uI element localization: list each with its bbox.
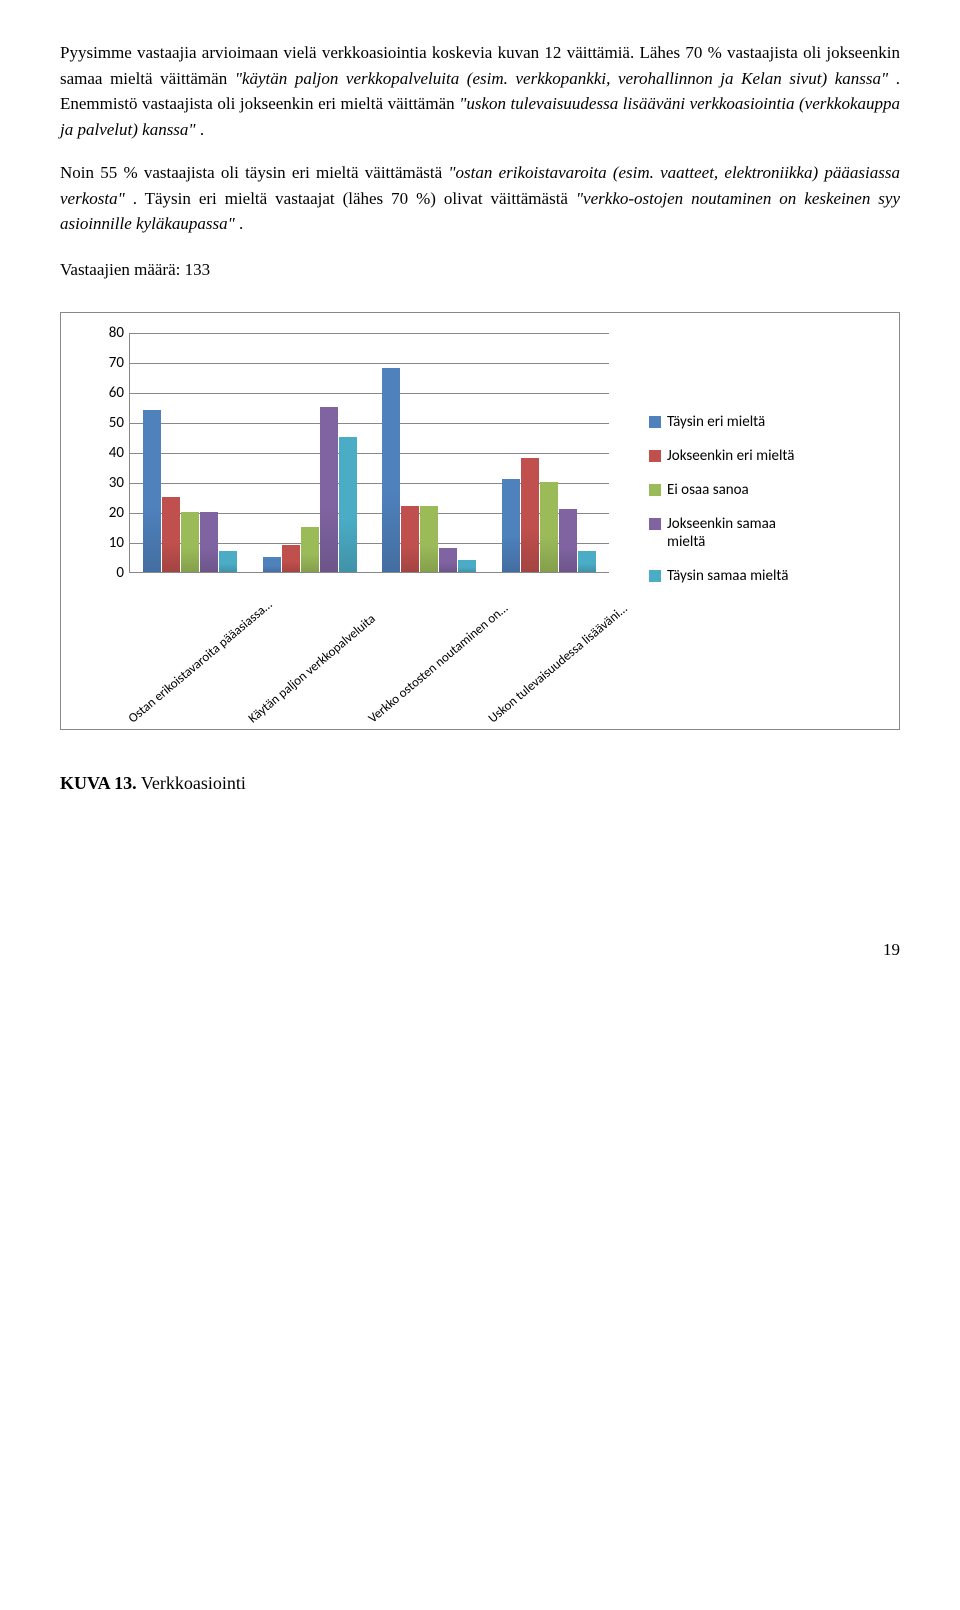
- p1-italic-1: "käytän paljon verkkopalveluita (esim. v…: [235, 69, 888, 88]
- chart-bar: [458, 560, 476, 572]
- legend-label: Täysin eri mieltä: [667, 413, 765, 431]
- legend-swatch: [649, 416, 661, 428]
- chart-bar: [162, 497, 180, 572]
- paragraph-1: Pyysimme vastaajia arvioimaan vielä verk…: [60, 40, 900, 142]
- paragraph-2: Noin 55 % vastaajista oli täysin eri mie…: [60, 160, 900, 237]
- chart-bar-group: [260, 407, 360, 572]
- legend-label: Ei osaa sanoa: [667, 481, 749, 499]
- chart-bar-group: [379, 368, 479, 572]
- chart-bar: [420, 506, 438, 572]
- chart-plot-area: 01020304050607080: [129, 333, 609, 573]
- page-number: 19: [60, 937, 900, 963]
- p2-text-c: .: [239, 214, 243, 233]
- legend-swatch: [649, 570, 661, 582]
- legend-swatch: [649, 484, 661, 496]
- respondent-count: Vastaajien määrä: 133: [60, 257, 900, 283]
- chart-bar: [382, 368, 400, 572]
- legend-label: Jokseenkin samaa mieltä: [667, 515, 809, 551]
- chart-ytick-label: 80: [92, 322, 124, 345]
- chart-bar: [320, 407, 338, 572]
- chart-bar: [559, 509, 577, 572]
- chart-bar: [263, 557, 281, 572]
- legend-swatch: [649, 518, 661, 530]
- chart-ytick-label: 20: [92, 502, 124, 525]
- legend-item: Jokseenkin samaa mieltä: [649, 515, 809, 551]
- chart-ytick-label: 10: [92, 532, 124, 555]
- p2-text-a: Noin 55 % vastaajista oli täysin eri mie…: [60, 163, 448, 182]
- chart-bar: [143, 410, 161, 572]
- chart-bar: [439, 548, 457, 572]
- legend-label: Täysin samaa mieltä: [667, 567, 788, 585]
- chart-bar: [282, 545, 300, 572]
- legend-item: Jokseenkin eri mieltä: [649, 447, 809, 465]
- chart-bar: [301, 527, 319, 572]
- legend-swatch: [649, 450, 661, 462]
- chart-ytick-label: 30: [92, 472, 124, 495]
- figure-caption-bold: KUVA 13.: [60, 773, 137, 793]
- chart-bar: [521, 458, 539, 572]
- p1-text-c: .: [200, 120, 204, 139]
- figure-caption-rest: Verkkoasiointi: [137, 773, 246, 793]
- chart-container: 01020304050607080 Ostan erikoistavaroita…: [60, 312, 900, 730]
- p2-text-b: . Täysin eri mieltä vastaajat (lähes 70 …: [133, 189, 576, 208]
- chart-bar-group: [140, 410, 240, 572]
- legend-item: Ei osaa sanoa: [649, 481, 809, 499]
- chart-bar-group: [499, 458, 599, 572]
- chart-ytick-label: 40: [92, 442, 124, 465]
- legend-label: Jokseenkin eri mieltä: [667, 447, 794, 465]
- chart-ytick-label: 70: [92, 352, 124, 375]
- chart-bar: [502, 479, 520, 572]
- figure-caption: KUVA 13. Verkkoasiointi: [60, 770, 900, 797]
- chart-bar: [219, 551, 237, 572]
- chart-bar: [401, 506, 419, 572]
- chart-bar: [578, 551, 596, 572]
- chart-ytick-label: 0: [92, 562, 124, 585]
- chart-ytick-label: 60: [92, 382, 124, 405]
- legend-item: Täysin samaa mieltä: [649, 567, 809, 585]
- chart-x-labels: Ostan erikoistavaroita pääasiassa…Käytän…: [129, 579, 609, 599]
- chart-bar: [181, 512, 199, 572]
- chart-bar: [540, 482, 558, 572]
- chart-ytick-label: 50: [92, 412, 124, 435]
- chart-bar: [200, 512, 218, 572]
- chart-legend: Täysin eri mieltä Jokseenkin eri mieltä Ei…: [649, 333, 809, 601]
- chart-bar: [339, 437, 357, 572]
- legend-item: Täysin eri mieltä: [649, 413, 809, 431]
